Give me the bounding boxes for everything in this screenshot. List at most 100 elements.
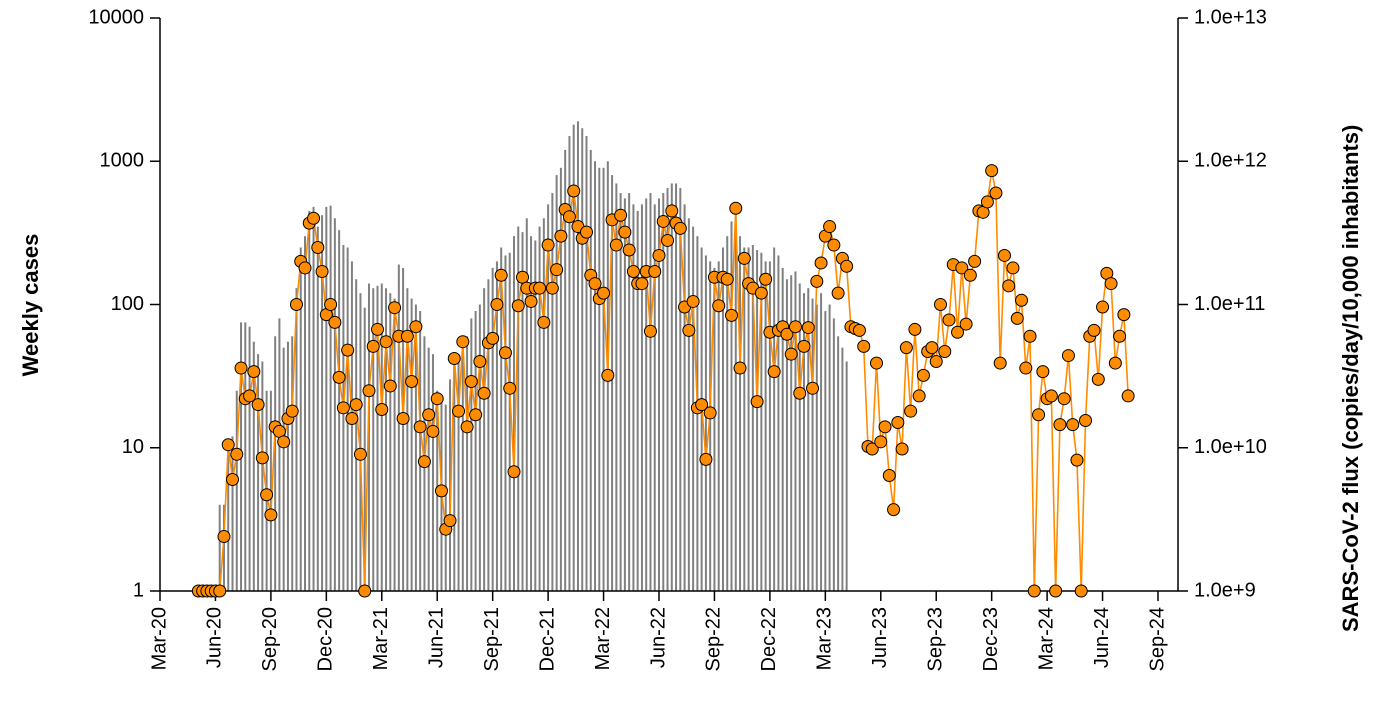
point <box>750 395 764 409</box>
y-tick-label: 1000 <box>100 150 145 172</box>
point <box>289 298 303 311</box>
bar <box>773 247 776 591</box>
bar <box>402 267 405 591</box>
bar <box>781 267 784 591</box>
bar <box>478 304 481 591</box>
point <box>878 420 892 434</box>
bar <box>414 304 417 591</box>
bar <box>363 307 366 591</box>
bar <box>675 183 678 592</box>
point <box>712 299 726 313</box>
bar <box>521 232 524 591</box>
bar <box>645 198 648 591</box>
point <box>788 320 802 334</box>
x-tick-label: Jun-20 <box>204 607 226 668</box>
point <box>1078 413 1092 427</box>
bar <box>581 128 584 591</box>
point <box>1010 311 1024 325</box>
bar <box>589 149 592 591</box>
point <box>362 384 376 398</box>
point <box>353 447 367 461</box>
point <box>1044 389 1058 403</box>
bar <box>756 250 759 592</box>
point <box>409 320 423 334</box>
point <box>665 204 679 218</box>
bar <box>312 206 315 592</box>
bar <box>406 288 409 591</box>
point <box>507 465 521 479</box>
point <box>277 435 291 449</box>
point <box>247 365 261 379</box>
x-tick-label: Dec-22 <box>758 607 780 671</box>
bar <box>333 218 336 591</box>
point <box>234 361 248 375</box>
point <box>933 298 947 311</box>
bar <box>628 193 631 591</box>
y2-tick-label: 1.0e+9 <box>1194 579 1256 601</box>
point <box>997 248 1011 262</box>
point <box>524 294 538 308</box>
point <box>1027 584 1041 598</box>
bar <box>841 347 844 591</box>
point <box>874 435 888 449</box>
x-tick-label: Sep-23 <box>925 607 947 672</box>
point <box>806 381 820 395</box>
point <box>469 408 483 422</box>
bar <box>491 267 494 591</box>
bar <box>248 326 251 591</box>
bar <box>721 247 724 591</box>
bar <box>512 236 515 591</box>
bar <box>798 283 801 591</box>
bar <box>286 341 289 591</box>
point <box>870 356 884 370</box>
bar <box>576 121 579 592</box>
x-tick-label: Dec-20 <box>315 607 337 671</box>
point <box>797 339 811 353</box>
point <box>1104 277 1118 291</box>
point <box>1117 308 1131 322</box>
point <box>396 412 410 426</box>
point <box>648 264 662 278</box>
point <box>1108 356 1122 370</box>
point <box>993 356 1007 370</box>
point <box>695 398 709 412</box>
bar <box>670 183 673 592</box>
point <box>1019 361 1033 375</box>
point <box>895 442 909 456</box>
bar <box>295 288 298 591</box>
point <box>925 341 939 355</box>
bar <box>321 215 324 591</box>
point <box>460 420 474 434</box>
point <box>1091 372 1105 386</box>
point <box>720 272 734 286</box>
point <box>601 368 615 382</box>
bar <box>299 247 302 591</box>
bar <box>449 379 452 591</box>
bar <box>393 298 396 591</box>
bar <box>837 336 840 591</box>
point <box>545 281 559 295</box>
point <box>827 238 841 252</box>
point <box>852 323 866 337</box>
bar <box>252 341 255 591</box>
bar <box>653 204 656 591</box>
point <box>537 315 551 329</box>
point <box>541 238 555 252</box>
bar <box>372 288 375 591</box>
bar <box>453 361 456 591</box>
point <box>417 455 431 469</box>
bar <box>355 279 358 591</box>
point <box>754 286 768 300</box>
bar <box>385 288 388 591</box>
point <box>349 398 363 412</box>
bar <box>683 204 686 591</box>
x-tick-label: Mar-21 <box>370 607 392 670</box>
point <box>1113 329 1127 343</box>
point <box>759 272 773 286</box>
bar <box>500 247 503 591</box>
point <box>793 386 807 400</box>
point <box>882 469 896 483</box>
point <box>1006 261 1020 275</box>
point <box>388 301 402 315</box>
